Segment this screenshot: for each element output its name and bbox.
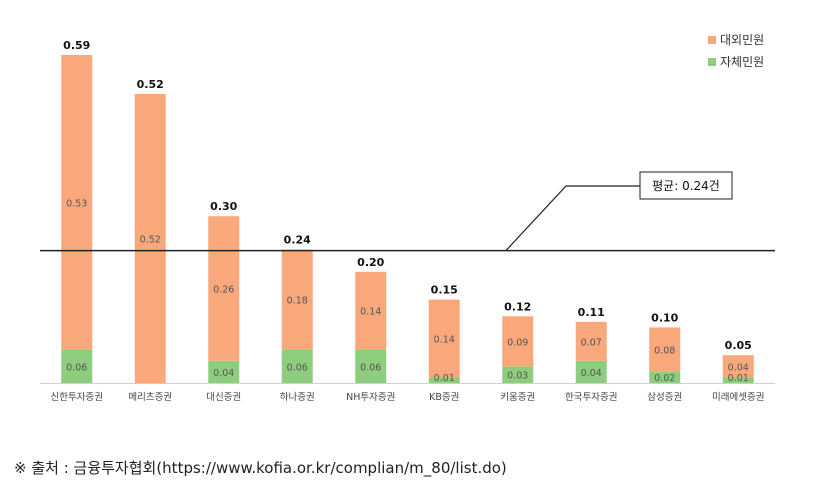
legend-swatch <box>708 58 716 66</box>
bar-segment-자체민원 <box>428 377 460 383</box>
segment-label-external: 0.14 <box>434 335 455 346</box>
legend-swatch <box>708 36 716 44</box>
bar-segment-자체민원 <box>502 366 534 383</box>
x-tick-label: 메리츠증권 <box>128 391 172 403</box>
x-tick-label: 삼성증권 <box>647 391 682 403</box>
x-tick-label: 키움증권 <box>500 391 535 403</box>
x-tick-labels: 신한투자증권 메리츠증권 대신증권 하나증권 NH투자증권 KB증권 키움증권 한국투자증권 삼… <box>51 391 765 403</box>
segment-label-external: 0.09 <box>507 337 528 348</box>
bar-segment-자체민원 <box>208 360 240 383</box>
average-callout-label: 평균: 0.24건 <box>652 179 720 193</box>
x-tick-label: KB증권 <box>429 391 459 403</box>
bar-segment-대외민원 <box>502 316 534 367</box>
bar-total-label: 0.59 <box>63 39 90 52</box>
bar-segment-대외민원 <box>61 55 93 350</box>
segment-label-own: 0.06 <box>66 362 87 373</box>
x-tick-label: 한국투자증권 <box>565 391 617 403</box>
segment-label-own: 0.04 <box>213 368 234 379</box>
segment-label-external: 0.08 <box>654 346 675 357</box>
bar-segment-자체민원 <box>649 371 681 383</box>
segment-label-own: 0.03 <box>507 371 528 382</box>
x-tick-label: 대신증권 <box>206 391 241 403</box>
bar-total-label: 0.20 <box>357 256 384 269</box>
legend-label: 자체민원 <box>720 55 764 69</box>
bar-segment-대외민원 <box>649 327 681 372</box>
segment-label-external: 0.04 <box>728 362 749 373</box>
segment-label-own: 0.04 <box>581 368 602 379</box>
segment-label-own: 0.06 <box>287 362 308 373</box>
bars-group: 0.06 0.53 0.59 0.52 0.52 0.04 0.26 0.30 0.06 0.18… <box>61 39 754 384</box>
bar-total-label: 0.24 <box>284 234 311 247</box>
bar-total-label: 0.10 <box>651 311 678 324</box>
bar-total-label: 0.05 <box>725 339 752 352</box>
x-tick-label: 신한투자증권 <box>51 391 103 403</box>
bar-segment-자체민원 <box>722 377 754 383</box>
segment-label-external: 0.53 <box>66 198 87 209</box>
bar-segment-자체민원 <box>281 349 313 383</box>
bar-segment-대외민원 <box>208 216 240 361</box>
bar-total-label: 0.15 <box>431 284 458 297</box>
bar-segment-대외민원 <box>428 299 460 378</box>
segment-label-external: 0.26 <box>213 284 234 295</box>
bar-segment-대외민원 <box>722 355 754 378</box>
bar-segment-대외민원 <box>281 249 313 350</box>
average-callout-box <box>639 171 733 200</box>
segment-label-external: 0.07 <box>581 337 602 348</box>
bar-total-label: 0.52 <box>137 78 164 91</box>
segment-label-own: 0.06 <box>360 362 381 373</box>
bar-total-label: 0.12 <box>504 300 531 313</box>
bar-total-label: 0.30 <box>210 200 237 213</box>
bar-segment-자체민원 <box>355 349 387 383</box>
average-leader-line <box>505 185 640 251</box>
segment-label-own: 0.01 <box>728 373 749 384</box>
legend-label: 대외민원 <box>720 33 764 47</box>
segment-label-own: 0.02 <box>654 373 675 384</box>
x-tick-label: 미래에셋증권 <box>712 391 764 403</box>
segment-label-external: 0.14 <box>360 307 381 318</box>
x-tick-label: NH투자증권 <box>346 391 395 403</box>
segment-label-own: 0.01 <box>434 373 455 384</box>
bar-segment-대외민원 <box>134 93 166 383</box>
source-note: ※ 출처 : 금융투자협회(https://www.kofia.or.kr/co… <box>14 459 507 477</box>
bar-total-label: 0.11 <box>578 306 605 319</box>
bar-segment-대외민원 <box>575 321 607 361</box>
segment-label-external: 0.18 <box>287 296 308 307</box>
bar-segment-대외민원 <box>355 271 387 350</box>
bar-segment-자체민원 <box>61 349 93 383</box>
bar-segment-자체민원 <box>575 360 607 383</box>
x-tick-label: 하나증권 <box>280 391 315 403</box>
segment-label-external: 0.52 <box>140 234 161 245</box>
